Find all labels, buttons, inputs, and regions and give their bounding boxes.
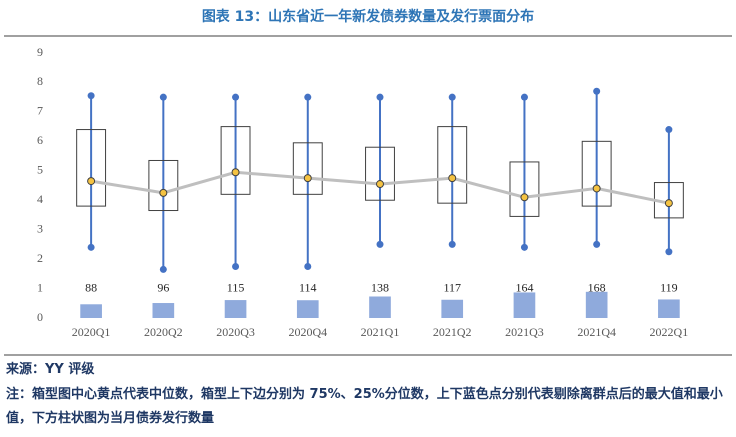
box bbox=[581, 140, 612, 207]
box bbox=[292, 142, 323, 195]
x-tick-label: 2021Q2 bbox=[433, 325, 472, 339]
box bbox=[220, 126, 251, 195]
bar bbox=[585, 291, 608, 318]
max-dot bbox=[159, 93, 167, 101]
max-dot bbox=[304, 93, 312, 101]
bar-label: 164 bbox=[515, 280, 533, 294]
median-dot bbox=[159, 188, 168, 197]
y-tick-label: 9 bbox=[37, 45, 43, 59]
max-dot bbox=[665, 126, 673, 134]
bar-label: 115 bbox=[227, 280, 245, 294]
max-dot bbox=[376, 93, 384, 101]
source: 来源：YY 评级 bbox=[6, 362, 95, 377]
bar bbox=[658, 299, 680, 318]
bar bbox=[441, 299, 464, 318]
x-tick-label: 2021Q1 bbox=[361, 325, 400, 339]
bar-label: 96 bbox=[157, 280, 169, 294]
chart: 图表 13：山东省近一年新发债券数量及发行票面分布 0 1 2 3 4 5 6 7 8 9 88 96… bbox=[4, 8, 732, 356]
min-dot bbox=[159, 265, 167, 273]
min-dot bbox=[87, 243, 95, 251]
box bbox=[365, 146, 395, 201]
y-tick-label: 2 bbox=[37, 251, 43, 265]
min-dot bbox=[593, 240, 601, 248]
bar bbox=[152, 303, 175, 318]
bar bbox=[296, 300, 319, 318]
y-tick-label: 1 bbox=[37, 280, 43, 294]
box bbox=[437, 126, 468, 204]
box bbox=[509, 161, 540, 217]
y-tick-label: 4 bbox=[37, 192, 43, 206]
x-tick-label: 2020Q2 bbox=[144, 325, 183, 339]
median-dot bbox=[376, 180, 384, 189]
min-dot bbox=[520, 243, 528, 251]
median-dot bbox=[231, 168, 240, 177]
bar bbox=[513, 292, 536, 318]
median-dot bbox=[87, 177, 96, 186]
bar bbox=[369, 296, 391, 318]
bar-label: 119 bbox=[660, 280, 678, 294]
max-dot bbox=[232, 93, 240, 101]
median-dot bbox=[664, 199, 673, 208]
box bbox=[148, 159, 179, 212]
box bbox=[76, 129, 107, 207]
min-dot bbox=[376, 240, 384, 248]
min-dot bbox=[232, 262, 240, 270]
bar-label: 117 bbox=[443, 280, 461, 294]
median-dot bbox=[520, 193, 529, 202]
max-dot bbox=[87, 92, 95, 100]
max-dot bbox=[593, 87, 601, 95]
x-tick-label: 2022Q1 bbox=[650, 325, 689, 339]
y-tick-label: 3 bbox=[37, 221, 43, 235]
x-tick-label: 2021Q4 bbox=[577, 325, 616, 339]
bar-label: 88 bbox=[85, 280, 97, 294]
x-tick-label: 2020Q1 bbox=[72, 325, 111, 339]
max-dot bbox=[520, 93, 528, 101]
y-tick-label: 0 bbox=[37, 310, 43, 324]
bar bbox=[224, 300, 247, 318]
bar-label: 168 bbox=[588, 280, 606, 294]
median-dot bbox=[592, 184, 601, 193]
x-tick-label: 2020Q4 bbox=[288, 325, 327, 339]
y-tick-label: 6 bbox=[37, 133, 43, 147]
y-tick-label: 5 bbox=[37, 163, 43, 177]
x-tick-label: 2021Q3 bbox=[505, 325, 544, 339]
x-tick-label: 2020Q3 bbox=[216, 325, 255, 339]
bar-label: 114 bbox=[299, 280, 317, 294]
note: 注：箱型图中心黄点代表中位数，箱型上下边分别为 75%、25%分位数，上下蓝色点… bbox=[6, 387, 723, 426]
median-dot bbox=[448, 174, 457, 183]
min-dot bbox=[448, 240, 456, 248]
max-dot bbox=[448, 93, 456, 101]
y-tick-label: 8 bbox=[37, 74, 43, 88]
min-dot bbox=[304, 262, 312, 270]
bar-label: 138 bbox=[371, 280, 389, 294]
bar bbox=[80, 304, 102, 318]
median-dot bbox=[303, 174, 312, 183]
min-dot bbox=[665, 248, 673, 256]
y-tick-label: 7 bbox=[37, 104, 43, 118]
chart-title: 图表 13：山东省近一年新发债券数量及发行票面分布 bbox=[202, 8, 534, 25]
